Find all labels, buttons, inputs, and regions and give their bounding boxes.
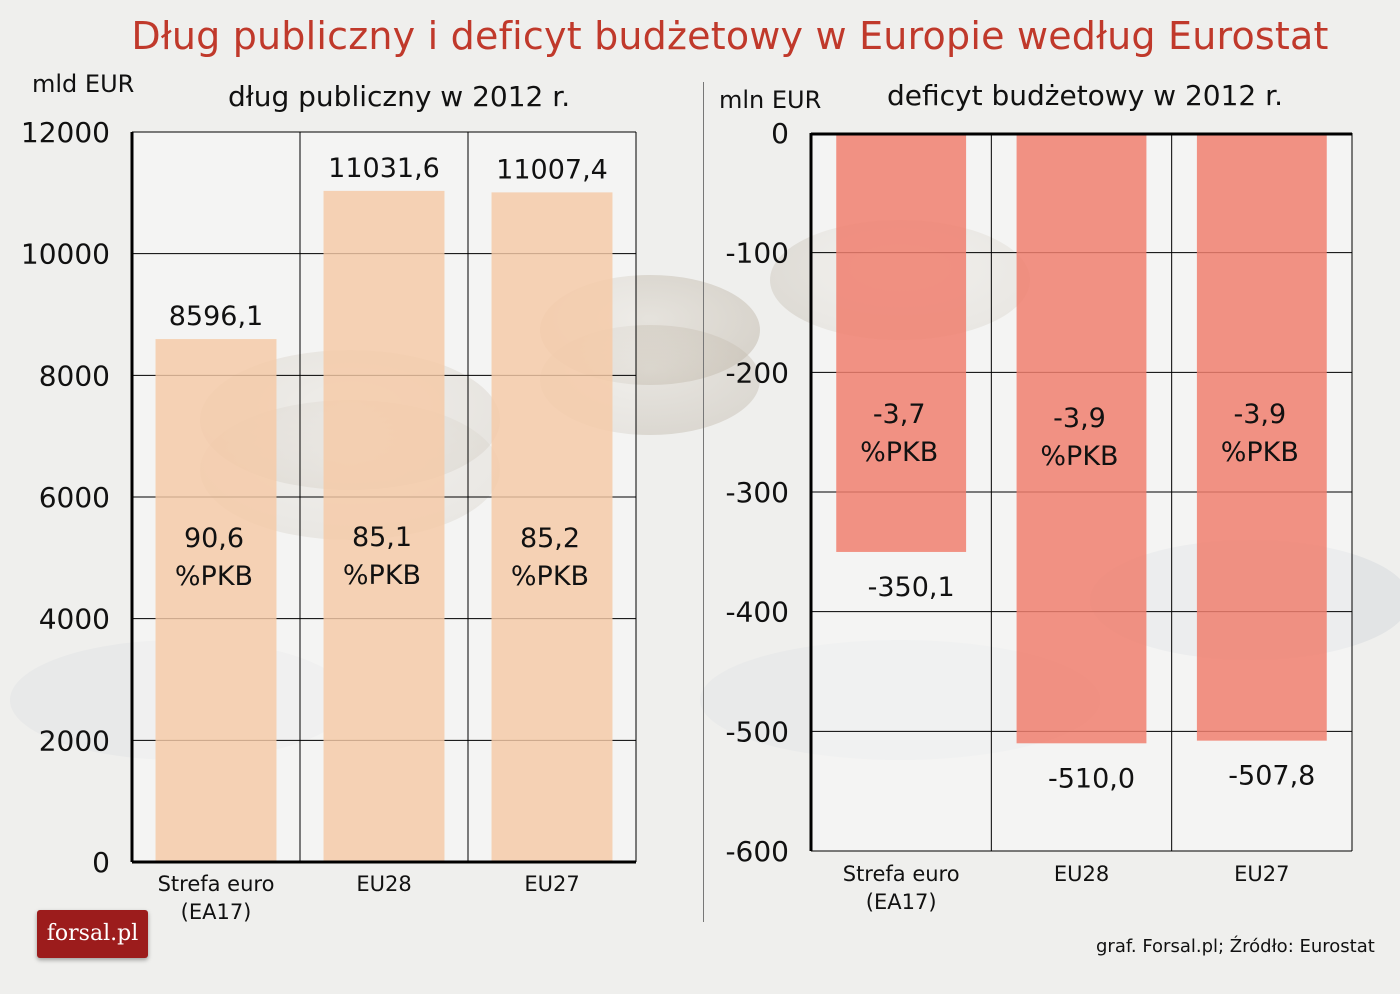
deficit-y-tick-label: -100 — [725, 237, 789, 270]
deficit-y-tick-label: -200 — [725, 356, 789, 389]
deficit-pkb-label: -3,9 — [1233, 399, 1286, 430]
deficit-pkb-label: %PKB — [1040, 441, 1118, 472]
debt-chart-title: dług publiczny w 2012 r. — [228, 80, 571, 113]
debt-value-label: 11031,6 — [328, 153, 440, 184]
deficit-y-tick-label: -500 — [725, 715, 789, 748]
debt-pkb-label: %PKB — [343, 560, 421, 591]
debt-pkb-label: %PKB — [511, 561, 589, 592]
debt-bar — [323, 190, 445, 862]
deficit-value-label: -507,8 — [1228, 761, 1315, 792]
debt-y-tick-label: 6000 — [39, 481, 110, 514]
deficit-pkb-label: %PKB — [1221, 437, 1299, 468]
deficit-unit-label: mln EUR — [719, 86, 822, 114]
debt-y-tick-label: 0 — [92, 846, 110, 879]
debt-chart: 0 2000 4000 6000 8000 10000 12000 8596,1 90,6 %PK… — [21, 116, 637, 924]
deficit-category-label: Strefa euro — [843, 862, 960, 886]
debt-pkb-label: %PKB — [175, 561, 253, 592]
deficit-bar — [1196, 133, 1327, 741]
deficit-bar — [1016, 133, 1147, 744]
debt-y-tick-label: 8000 — [39, 359, 110, 392]
main-title: Dług publiczny i deficyt budżetowy w Eur… — [131, 14, 1329, 58]
debt-unit-label: mld EUR — [32, 70, 135, 98]
deficit-y-tick-label: 0 — [771, 117, 789, 150]
deficit-y-tick-label: -400 — [725, 596, 789, 629]
deficit-category-label: EU27 — [1234, 862, 1289, 886]
forsal-logo: forsal.pl — [37, 910, 148, 958]
deficit-y-tick-label: -600 — [725, 835, 789, 868]
source-credit: graf. Forsal.pl; Źródło: Eurostat — [1096, 936, 1375, 957]
deficit-value-label: -350,1 — [868, 572, 955, 603]
panel-divider — [703, 82, 704, 922]
debt-pkb-label: 90,6 — [184, 523, 244, 554]
deficit-category-label: EU28 — [1054, 862, 1109, 886]
debt-pkb-label: 85,2 — [520, 523, 580, 554]
deficit-chart: 0 -100 -200 -300 -400 -500 -600 -350,1 -3,7 %PKB S… — [725, 117, 1353, 914]
debt-category-label: EU28 — [356, 872, 411, 896]
deficit-bar — [836, 133, 967, 552]
deficit-value-label: -510,0 — [1048, 763, 1135, 794]
debt-y-tick-label: 4000 — [39, 603, 110, 636]
debt-category-label: EU27 — [524, 872, 579, 896]
debt-category-label: (EA17) — [181, 900, 252, 924]
deficit-pkb-label: -3,9 — [1053, 403, 1106, 434]
debt-value-label: 8596,1 — [169, 301, 263, 332]
deficit-pkb-label: -3,7 — [873, 399, 926, 430]
debt-bar — [491, 192, 613, 862]
deficit-pkb-label: %PKB — [860, 437, 938, 468]
debt-bar — [155, 339, 277, 863]
deficit-chart-title: deficyt budżetowy w 2012 r. — [887, 79, 1283, 112]
debt-y-tick-label: 10000 — [21, 238, 110, 271]
debt-y-tick-label: 12000 — [21, 116, 110, 149]
debt-y-tick-label: 2000 — [39, 724, 110, 757]
deficit-category-label: (EA17) — [866, 890, 937, 914]
debt-value-label: 11007,4 — [496, 154, 608, 185]
deficit-y-tick-label: -300 — [725, 476, 789, 509]
debt-category-label: Strefa euro — [158, 872, 275, 896]
debt-pkb-label: 85,1 — [352, 522, 412, 553]
